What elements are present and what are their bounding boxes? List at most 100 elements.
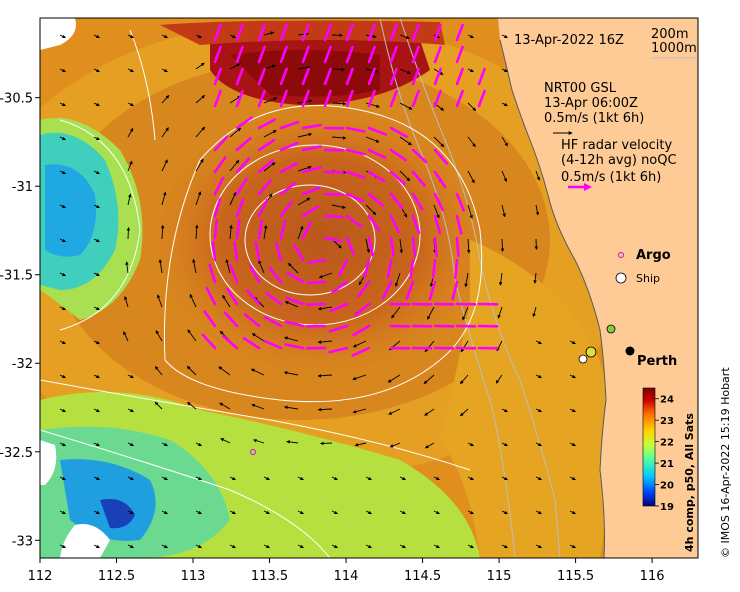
altimetry-arrow — [317, 340, 333, 344]
ssh-contour — [129, 29, 156, 141]
radar-arrow — [274, 241, 283, 262]
altimetry-arrow — [501, 102, 508, 107]
sst-cool-west-core — [45, 164, 96, 257]
altimetry-arrow — [251, 333, 265, 342]
altimetry-arrow — [389, 442, 401, 448]
altimetry-arrow — [365, 476, 372, 481]
radar-arrow — [357, 280, 371, 298]
ship-legend-label: Ship — [636, 272, 660, 285]
altimetry-arrow — [501, 68, 508, 73]
altimetry-arrow — [399, 68, 412, 74]
radar-arrow — [345, 67, 354, 86]
radar-arrow — [477, 67, 486, 86]
altimetry-arrow — [462, 306, 469, 321]
altimetry-arrow — [352, 340, 367, 348]
altimetry-arrow — [93, 238, 100, 243]
altimetry-arrow — [229, 63, 241, 70]
glider-scale: 0.5m/s (1kt 6h) — [544, 111, 644, 126]
y-axis: -30.5 -31 -31.5 -32 -32.5 -33 — [0, 92, 40, 549]
y-tick-label: -30.5 — [0, 92, 33, 107]
altimetry-arrow — [263, 544, 270, 549]
perth-marker — [625, 346, 635, 356]
radar-arrow — [279, 23, 288, 42]
radar-arrow — [301, 186, 321, 196]
altimetry-arrow — [93, 272, 100, 277]
radar-arrow — [345, 23, 354, 42]
radar-arrow — [455, 214, 463, 235]
altimetry-arrow — [195, 158, 204, 172]
radar-arrow — [428, 280, 437, 301]
ship-track-marker — [585, 346, 597, 358]
colorbar — [642, 387, 656, 507]
altimetry-arrow — [229, 191, 237, 206]
altimetry-arrow — [93, 68, 100, 73]
altimetry-arrow — [352, 374, 367, 381]
radar-arrow — [301, 67, 310, 86]
radar-arrow — [367, 89, 376, 108]
altimetry-arrow — [59, 238, 66, 243]
altimetry-arrow — [297, 132, 313, 138]
radar-arrow — [411, 148, 428, 164]
altimetry-arrow — [460, 340, 469, 353]
colorbar-tick-label: 20 — [660, 481, 674, 492]
altimetry-arrow — [467, 544, 474, 549]
altimetry-arrow — [501, 408, 508, 413]
radar-arrow — [264, 316, 283, 328]
radar-arrow — [229, 264, 239, 284]
altimetry-arrow — [156, 294, 163, 308]
radar-arrow — [263, 339, 283, 350]
radar-arrow — [306, 302, 327, 306]
altimetry-arrow — [192, 258, 197, 274]
radar-arrow — [257, 219, 264, 240]
x-tick-label: 113 — [181, 569, 206, 584]
radar-arrow — [411, 192, 424, 211]
altimetry-arrow — [93, 510, 100, 515]
radar-arrow — [389, 148, 407, 162]
altimetry-arrow — [160, 224, 165, 240]
altimetry-arrow — [93, 170, 100, 175]
altimetry-arrow — [263, 510, 270, 515]
radar-arrow — [455, 192, 466, 212]
altimetry-arrow — [501, 510, 508, 515]
radar-arrow — [323, 45, 332, 64]
colorbar-tick-label: 23 — [660, 416, 674, 427]
radar-arrow — [409, 258, 415, 279]
radar-arrow — [389, 126, 408, 139]
altimetry-arrow — [535, 442, 542, 447]
radar-arrow — [208, 263, 217, 284]
altimetry-arrow — [467, 510, 474, 515]
altimetry-arrow — [569, 408, 576, 413]
colorbar-tick-label: 24 — [660, 395, 674, 406]
radar-arrow — [243, 313, 261, 328]
altimetry-arrow — [161, 34, 168, 39]
radar-arrow — [345, 170, 366, 179]
ship-track-marker — [578, 354, 588, 364]
altimetry-arrow — [59, 510, 66, 515]
colorbar-tick-label: 21 — [660, 459, 674, 470]
y-tick-label: -31.5 — [0, 269, 33, 284]
altimetry-arrow — [93, 408, 100, 413]
radar-arrow — [284, 343, 305, 350]
radar-arrow — [411, 45, 420, 64]
ssh-contour — [244, 184, 376, 296]
altimetry-arrow — [127, 442, 134, 447]
colorbar-tick-label: 22 — [660, 438, 674, 449]
altimetry-arrow — [225, 259, 231, 274]
glider-time: 13-Apr 06:00Z — [544, 96, 638, 111]
radar-arrow — [345, 126, 366, 133]
radar-arrow — [257, 118, 277, 130]
altimetry-arrow — [533, 272, 537, 284]
radar-arrow — [235, 67, 244, 86]
altimetry-arrow — [365, 510, 372, 515]
radar-arrow — [389, 67, 398, 86]
radar-arrow — [389, 236, 395, 257]
radar-arrow — [323, 236, 343, 243]
sst-coastal-band — [440, 240, 612, 558]
altimetry-arrow — [466, 238, 471, 254]
altimetry-arrow — [222, 294, 231, 308]
altimetry-arrow — [186, 365, 197, 376]
altimetry-arrow — [535, 204, 540, 216]
radar-arrow — [345, 236, 356, 256]
altimetry-arrow — [283, 371, 299, 376]
altimetry-arrow — [399, 102, 413, 110]
